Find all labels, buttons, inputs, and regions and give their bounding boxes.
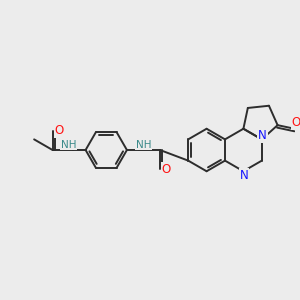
Text: N: N [258, 129, 267, 142]
Text: NH: NH [136, 140, 152, 150]
Text: NH: NH [61, 140, 76, 150]
Text: O: O [162, 163, 171, 176]
Text: O: O [54, 124, 64, 137]
Text: O: O [292, 116, 300, 129]
Text: N: N [240, 169, 248, 182]
